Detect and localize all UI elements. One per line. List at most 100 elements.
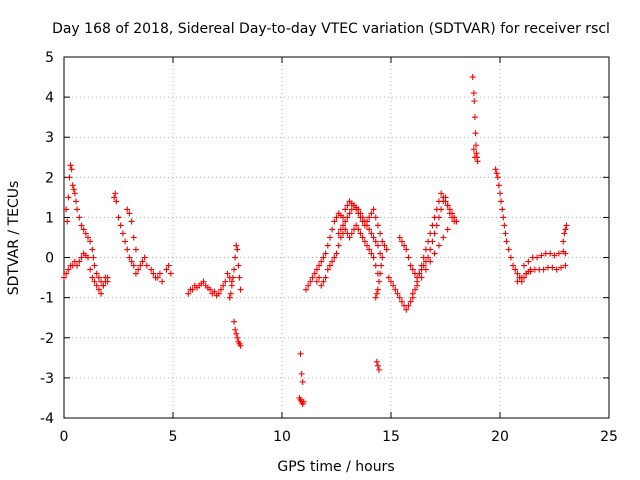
data-point bbox=[93, 270, 100, 277]
data-point bbox=[119, 230, 126, 237]
data-point bbox=[67, 162, 74, 169]
data-point bbox=[122, 238, 129, 245]
data-point bbox=[236, 274, 243, 281]
data-point bbox=[93, 282, 100, 289]
data-point bbox=[229, 274, 236, 281]
data-point bbox=[449, 214, 456, 221]
data-point bbox=[525, 258, 532, 265]
y-tick-label: -1 bbox=[40, 291, 54, 307]
data-point bbox=[316, 262, 323, 269]
data-point bbox=[520, 262, 527, 269]
data-point bbox=[377, 250, 384, 257]
data-point bbox=[346, 234, 353, 241]
data-point bbox=[126, 254, 133, 261]
data-point bbox=[348, 206, 355, 213]
data-point bbox=[551, 252, 558, 259]
data-point bbox=[392, 286, 399, 293]
data-point bbox=[307, 278, 314, 285]
data-point bbox=[396, 294, 403, 301]
data-point bbox=[217, 286, 224, 293]
data-point bbox=[95, 286, 102, 293]
data-point bbox=[411, 286, 418, 293]
data-point bbox=[361, 238, 368, 245]
data-point bbox=[100, 282, 107, 289]
data-point bbox=[427, 246, 434, 253]
data-point bbox=[398, 298, 405, 305]
data-point bbox=[366, 226, 373, 233]
data-point bbox=[405, 302, 412, 309]
data-point bbox=[418, 274, 425, 281]
data-point bbox=[63, 270, 70, 277]
data-point bbox=[128, 218, 135, 225]
data-point bbox=[63, 206, 70, 213]
data-point bbox=[444, 226, 451, 233]
data-point bbox=[318, 282, 325, 289]
data-point bbox=[377, 230, 384, 237]
x-tick-label: 10 bbox=[273, 429, 291, 445]
data-point bbox=[366, 246, 373, 253]
x-tick-label: 0 bbox=[60, 429, 69, 445]
data-point bbox=[115, 214, 122, 221]
data-point bbox=[117, 222, 124, 229]
data-point bbox=[373, 358, 380, 365]
data-point bbox=[472, 130, 479, 137]
data-point bbox=[346, 210, 353, 217]
data-point bbox=[364, 242, 371, 249]
data-point bbox=[326, 234, 333, 241]
data-point bbox=[344, 202, 351, 209]
data-point bbox=[74, 206, 81, 213]
data-point bbox=[65, 194, 72, 201]
data-point bbox=[372, 214, 379, 221]
data-point bbox=[76, 258, 83, 265]
data-point bbox=[185, 290, 192, 297]
data-point bbox=[431, 250, 438, 257]
data-points bbox=[61, 74, 570, 407]
grid-lines bbox=[64, 57, 609, 418]
data-point bbox=[422, 266, 429, 273]
data-point bbox=[337, 234, 344, 241]
y-tick-label: 0 bbox=[45, 251, 54, 267]
data-point bbox=[78, 254, 85, 261]
data-point bbox=[299, 378, 306, 385]
data-point bbox=[130, 262, 137, 269]
data-point bbox=[374, 242, 381, 249]
data-point bbox=[132, 270, 139, 277]
data-point bbox=[370, 206, 377, 213]
y-tick-label: 2 bbox=[45, 170, 54, 186]
data-point bbox=[416, 270, 423, 277]
data-point bbox=[87, 266, 94, 273]
data-point bbox=[65, 266, 72, 273]
data-point bbox=[561, 230, 568, 237]
data-point bbox=[331, 254, 338, 261]
data-point bbox=[329, 258, 336, 265]
data-point bbox=[68, 166, 75, 173]
data-point bbox=[440, 198, 447, 205]
data-point bbox=[91, 278, 98, 285]
data-point bbox=[396, 234, 403, 241]
data-point bbox=[111, 194, 118, 201]
data-point bbox=[373, 290, 380, 297]
data-point bbox=[534, 254, 541, 261]
data-point bbox=[163, 266, 170, 273]
data-point bbox=[420, 262, 427, 269]
data-point bbox=[470, 90, 477, 97]
data-point bbox=[497, 190, 503, 197]
data-point bbox=[316, 274, 323, 281]
data-point bbox=[357, 230, 364, 237]
data-point bbox=[549, 264, 556, 271]
data-point bbox=[233, 330, 240, 337]
data-point bbox=[335, 230, 342, 237]
data-point bbox=[492, 166, 499, 173]
data-point bbox=[333, 250, 340, 257]
data-point bbox=[355, 226, 362, 233]
data-point bbox=[414, 282, 421, 289]
data-point bbox=[84, 254, 91, 261]
data-point bbox=[320, 278, 327, 285]
data-point bbox=[234, 246, 241, 253]
data-point bbox=[344, 214, 351, 221]
data-point bbox=[357, 210, 364, 217]
y-axis-label: SDTVAR / TECUs bbox=[6, 181, 22, 296]
data-point bbox=[237, 286, 244, 293]
data-point bbox=[383, 246, 390, 253]
data-point bbox=[368, 230, 375, 237]
